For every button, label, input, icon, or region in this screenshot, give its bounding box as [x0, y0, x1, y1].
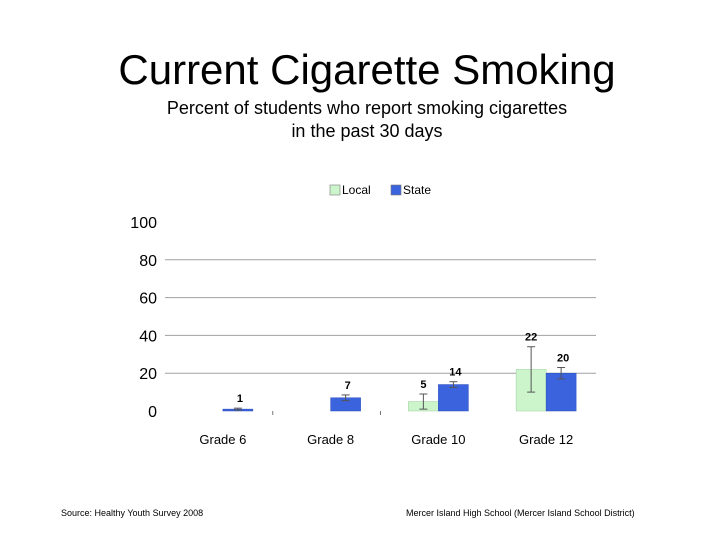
- slide-title: Current Cigarette Smoking: [118, 46, 616, 93]
- legend-label: State: [403, 183, 431, 197]
- x-tick-label: Grade 10: [411, 432, 465, 447]
- bar-state: [545, 372, 577, 412]
- y-tick-label: 100: [130, 215, 157, 232]
- x-tick-label: Grade 6: [199, 432, 246, 447]
- y-tick-label: 80: [139, 253, 157, 270]
- data-label: 5: [420, 379, 426, 391]
- data-label: 1: [237, 393, 243, 405]
- data-label: 20: [557, 353, 569, 365]
- school-note: Mercer Island High School (Mercer Island…: [406, 508, 635, 518]
- source-note: Source: Healthy Youth Survey 2008: [61, 508, 204, 518]
- y-tick-label: 0: [148, 404, 157, 421]
- x-tick-label: Grade 12: [519, 432, 573, 447]
- legend-swatch: [329, 184, 341, 196]
- y-tick-label: 60: [139, 291, 157, 308]
- x-tick-label: Grade 8: [307, 432, 354, 447]
- data-label: 7: [345, 380, 351, 392]
- bar-state: [438, 384, 469, 412]
- legend-label: Local: [342, 183, 371, 197]
- y-tick-label: 40: [139, 328, 157, 345]
- data-label: 22: [525, 332, 537, 344]
- smoking-bar-chart: 0 20 40 60 80 100 Local State Grade 6 1 Grade 8 7 Gr…: [130, 183, 596, 447]
- data-label: 14: [449, 367, 462, 379]
- legend-swatch: [390, 184, 402, 196]
- slide-subtitle: Percent of students who report smoking c…: [166, 98, 568, 141]
- y-tick-label: 20: [139, 366, 157, 383]
